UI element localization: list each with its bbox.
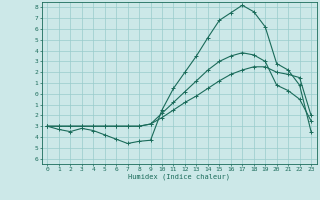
X-axis label: Humidex (Indice chaleur): Humidex (Indice chaleur) xyxy=(128,174,230,180)
